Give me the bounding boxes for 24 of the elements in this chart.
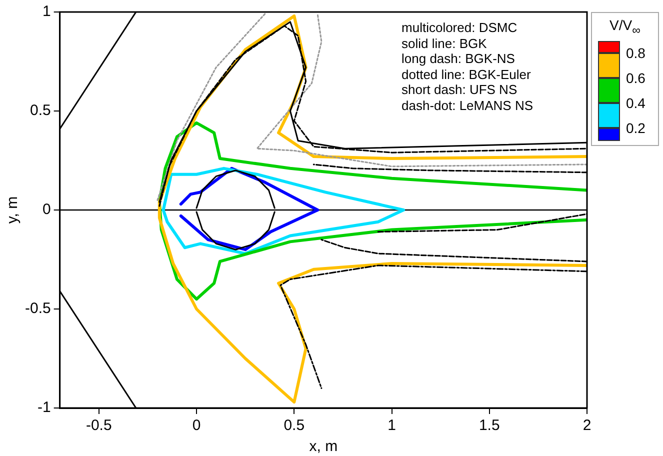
y-tick-label: 0.5 [30,102,51,120]
annotation: multicolored: DSMC [402,20,518,36]
annotation: solid line: BGK [402,36,488,51]
x-tick-label: -0.5 [86,417,112,434]
y-tick-label: -0.5 [24,300,51,318]
x-axis-title: x, m [309,438,338,456]
y-tick-label: 0 [42,201,51,218]
x-tick-label: 1 [388,417,396,434]
color-bar-label: 0.8 [626,45,646,62]
annotation: dash-dot: LeMANS NS [402,98,534,113]
color-bar-label: 0.6 [626,70,646,86]
color-bar-label: 0.2 [626,120,646,136]
x-tick-label: 0 [192,417,201,434]
y-tick-label: -1 [38,399,51,416]
annotation: long dash: BGK-NS [402,51,516,66]
x-tick-label: 1.5 [478,417,500,434]
x-tick-label: 2 [582,417,592,434]
y-axis-title: y, m [4,196,22,224]
color-bar-label: 0.4 [626,95,646,112]
color-bar-title: V/V$_{∞}$ [608,17,642,37]
annotation: dotted line: BGK-Euler [402,66,532,82]
y-tick-label: 1 [42,3,51,20]
annotation: short dash: UFS NS [402,82,518,98]
x-tick-label: 0.5 [284,417,305,434]
